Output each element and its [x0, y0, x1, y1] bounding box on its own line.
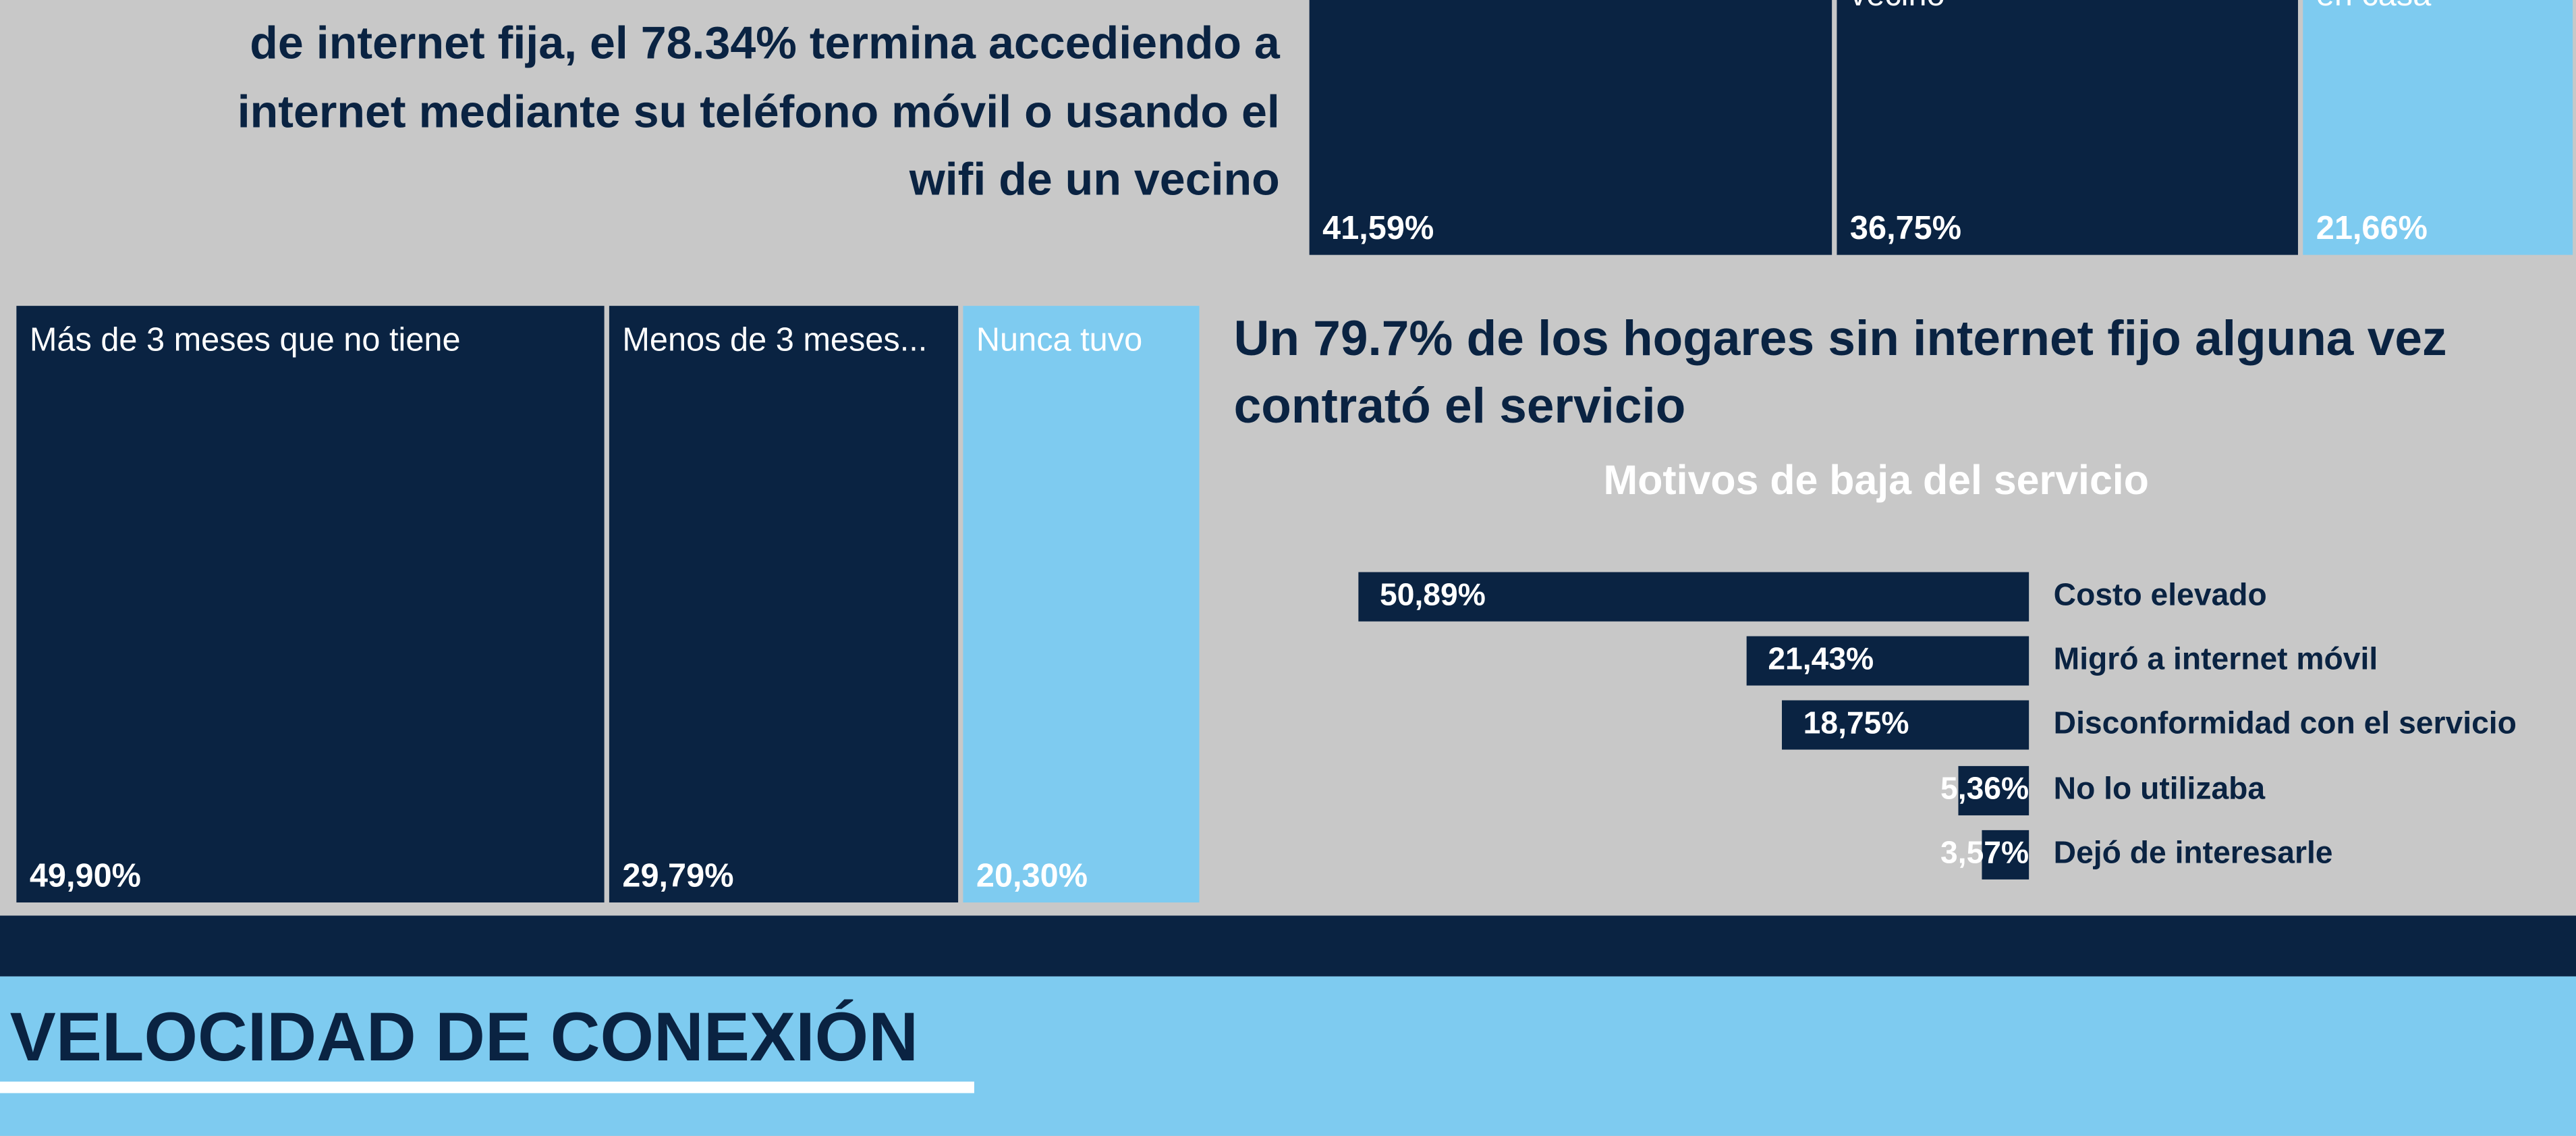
dark-band [0, 915, 2576, 977]
bar-value-label: 5,36% [1940, 771, 2029, 806]
cell-label: Más de 3 meses que no tiene [30, 322, 461, 358]
heading: contrató el servicio [1234, 379, 1686, 433]
treemap-cell [16, 306, 605, 903]
underline [0, 1081, 974, 1093]
text-line: wifi de un vecino [909, 154, 1280, 205]
bar-value-label: 18,75% [1803, 705, 1909, 740]
cell-value: 49,90% [30, 857, 141, 894]
bar-value-label: 3,57% [1940, 835, 2029, 870]
section-title: VELOCIDAD DE CONEXIÓN [10, 998, 918, 1075]
bar [1746, 636, 2029, 686]
chart-title: Motivos de baja del servicio [1604, 457, 2149, 503]
treemap-cell [609, 306, 959, 903]
bar [1358, 572, 2029, 622]
bar-category-label: Disconformidad con el servicio [2054, 705, 2517, 740]
section-band [0, 976, 2576, 1136]
cell-value: 21,66% [2316, 210, 2428, 246]
text-line: de internet fija, el 78.34% termina acce… [250, 17, 1281, 68]
treemap-cell [1309, 0, 1832, 255]
cell-value: 36,75% [1850, 210, 1961, 246]
bar-category-label: Costo elevado [2054, 576, 2267, 612]
cell-label: Nunca tuvo [976, 322, 1142, 358]
bar [1782, 700, 2029, 750]
cell-value: 20,30% [976, 857, 1088, 894]
cell-label: en casa [2316, 0, 2432, 13]
bar-category-label: No lo utilizaba [2054, 771, 2266, 806]
bar-value-label: 50,89% [1380, 576, 1486, 612]
cell-label: Menos de 3 meses... [622, 322, 927, 358]
treemap-cell [963, 306, 1200, 903]
heading: Un 79.7% de los hogares sin internet fij… [1234, 311, 2447, 366]
treemap-cell [2303, 0, 2573, 255]
bar-category-label: Migró a internet móvil [2054, 641, 2378, 676]
treemap-cell [1837, 0, 2298, 255]
bar [1958, 765, 2029, 815]
cell-value: 29,79% [622, 857, 733, 894]
bar-value-label: 21,43% [1768, 641, 1874, 676]
bar [1982, 830, 2029, 880]
cell-label: vecino [1850, 0, 1945, 13]
text-line: internet mediante su teléfono móvil o us… [237, 86, 1280, 138]
cell-value: 41,59% [1322, 210, 1434, 246]
bar-category-label: Dejó de interesarle [2054, 835, 2333, 870]
